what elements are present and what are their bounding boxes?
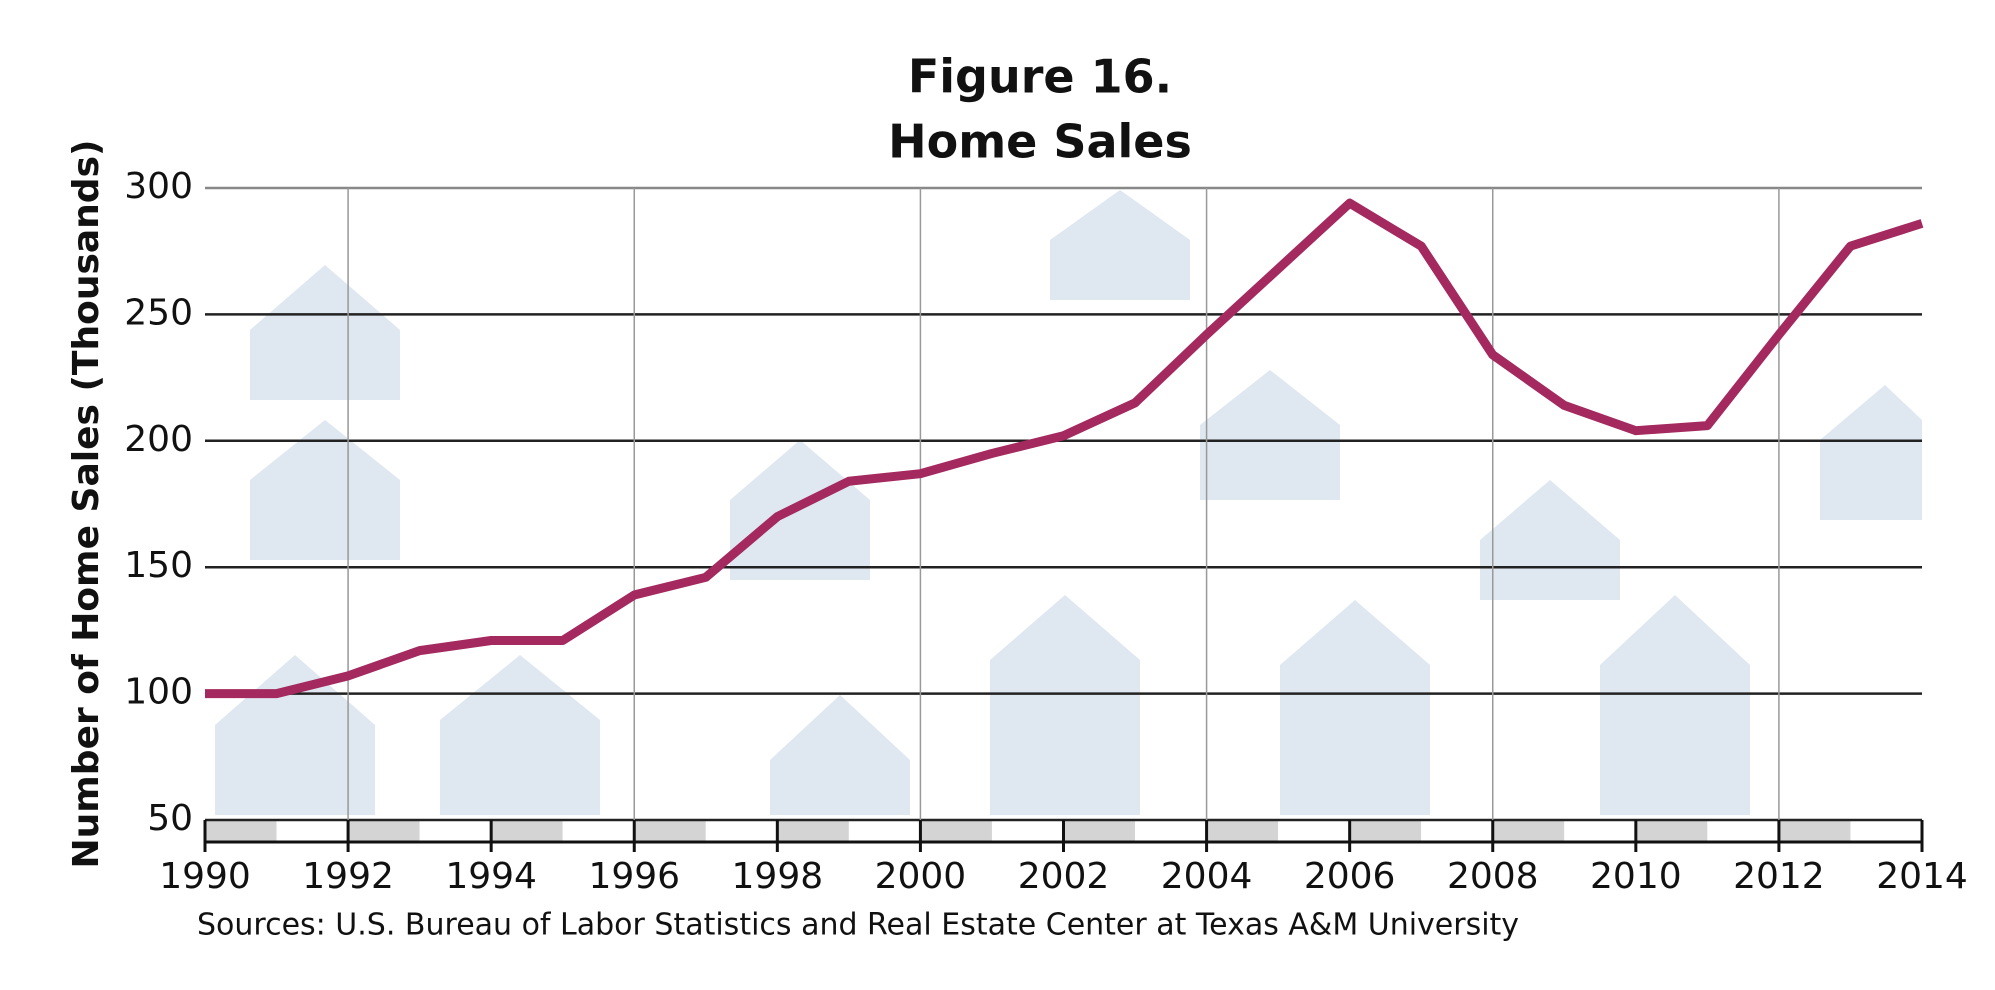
x-tick-label: 2004 xyxy=(1161,856,1253,897)
axis-band xyxy=(419,820,492,842)
house-decoration xyxy=(215,190,1922,815)
axis-band xyxy=(1564,820,1636,842)
data-line xyxy=(205,198,1924,699)
y-tick-label: 150 xyxy=(124,545,193,586)
x-tick-label: 2000 xyxy=(875,856,967,897)
axis-band xyxy=(1635,820,1708,842)
axis-band xyxy=(848,820,921,842)
source-note: Sources: U.S. Bureau of Labor Statistics… xyxy=(197,908,1519,943)
axis-band xyxy=(491,820,563,842)
chart-title: Figure 16. xyxy=(908,50,1172,104)
x-tick-label: 2008 xyxy=(1447,856,1539,897)
axis-band xyxy=(777,820,849,842)
axis-band xyxy=(1707,820,1779,842)
axis-band xyxy=(1492,820,1565,842)
y-axis-label: Number of Home Sales (Thousands) xyxy=(66,140,107,869)
axis-band xyxy=(705,820,778,842)
axis-band xyxy=(1850,820,1922,842)
axis-band xyxy=(562,820,635,842)
y-tick-label: 300 xyxy=(124,166,193,207)
x-tick-label: 1994 xyxy=(445,856,537,897)
x-tick-label: 1992 xyxy=(302,856,394,897)
axis-band xyxy=(1778,820,1851,842)
axis-band xyxy=(348,820,420,842)
x-tick-label: 2012 xyxy=(1733,856,1825,897)
x-tick-label: 2006 xyxy=(1304,856,1396,897)
axis-band xyxy=(1421,820,1493,842)
chart-subtitle: Home Sales xyxy=(888,115,1192,169)
x-tick-label: 1998 xyxy=(732,856,824,897)
axis-band xyxy=(991,820,1064,842)
y-tick-label: 100 xyxy=(124,672,193,713)
axis-band xyxy=(1063,820,1136,842)
x-tick-label: 1996 xyxy=(588,856,680,897)
x-tick-label: 2010 xyxy=(1590,856,1682,897)
x-tick-label: 1990 xyxy=(159,856,251,897)
axis-band xyxy=(1349,820,1422,842)
axis-band xyxy=(205,820,277,842)
axis-band xyxy=(1278,820,1350,842)
axis-band xyxy=(1206,820,1279,842)
axis-band xyxy=(920,820,992,842)
axis-band xyxy=(276,820,349,842)
x-tick-label: 2002 xyxy=(1018,856,1110,897)
x-tick-label: 2014 xyxy=(1876,856,1968,897)
axis-band xyxy=(1135,820,1207,842)
y-tick-label: 250 xyxy=(124,292,193,333)
y-tick-label: 50 xyxy=(147,798,193,839)
y-tick-label: 200 xyxy=(124,419,193,460)
axis-band xyxy=(634,820,706,842)
